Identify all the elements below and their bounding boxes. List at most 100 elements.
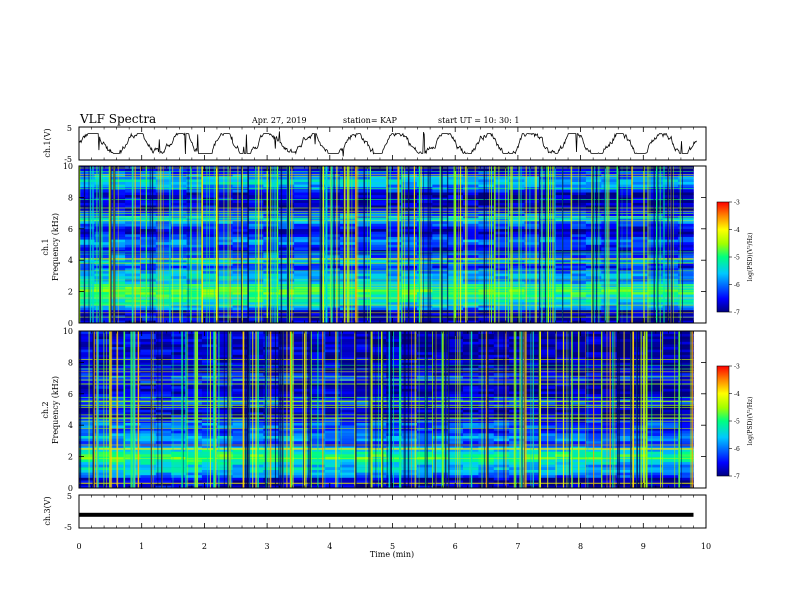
spectrogram-cell [601, 349, 617, 353]
spectrogram-cell [232, 171, 249, 175]
spectrogram-cell [432, 461, 448, 465]
spectrogram-cell [493, 399, 510, 402]
spectrogram-cell [401, 166, 418, 169]
spectrogram-cell [370, 341, 387, 345]
spectrogram-cell [509, 354, 525, 358]
spectrogram-cell [662, 461, 679, 465]
spectrogram-cell [678, 244, 694, 248]
spectrogram-cell [155, 414, 172, 418]
spectrogram-cell [94, 393, 111, 397]
spectrogram-cell [509, 422, 525, 426]
spectrogram-cell [647, 270, 664, 274]
spectrogram-cell [355, 383, 372, 387]
spectrogram-cell [632, 223, 648, 227]
spectrogram-cell [140, 336, 157, 340]
spectrogram-cell [125, 425, 141, 429]
spectrogram-cell [524, 275, 541, 279]
spectrogram-cell [463, 260, 479, 264]
spectrogram-cell [539, 260, 556, 264]
spectrogram-cell [539, 265, 556, 269]
spectrogram-cell [186, 192, 203, 196]
spectrogram-cell [662, 200, 679, 203]
spectrogram-cell [294, 168, 310, 172]
spectrogram-cell [186, 213, 203, 216]
spectrogram-cell [493, 464, 510, 468]
spectrogram-cell [509, 302, 525, 305]
spectrogram-cell [309, 380, 326, 384]
spectrogram-cell [340, 482, 356, 486]
spectrogram-cell [217, 385, 233, 389]
spectrogram-cell [432, 440, 448, 444]
spectrogram-cell [309, 359, 326, 363]
spectrogram-cell [94, 338, 111, 342]
spectrogram-cell [370, 234, 387, 237]
spectrogram-cell [186, 307, 203, 311]
spectrogram-cell [155, 482, 172, 486]
spectrogram-cell [432, 467, 448, 470]
spectrogram-cell [324, 417, 341, 421]
spectrogram-cell [616, 320, 633, 324]
spectrogram-cell [217, 312, 233, 316]
spectrogram-cell [294, 249, 310, 253]
spectrogram-cell [524, 176, 541, 180]
spectrogram-cell [601, 454, 617, 457]
spectrogram-cell [601, 396, 617, 400]
spectrogram-cell [201, 168, 218, 172]
spectrogram-cell [662, 346, 679, 350]
spectrogram-cell [355, 262, 372, 266]
spectrogram-cell [186, 317, 203, 321]
spectrogram-cell [678, 226, 694, 230]
spectrogram-cell [401, 433, 418, 436]
spectrogram-cell [201, 176, 218, 180]
spectrogram-cell [309, 414, 326, 418]
spectrogram-cell [678, 273, 694, 277]
spectrogram-cell [662, 315, 679, 318]
spectrogram-cell [632, 255, 648, 258]
spectrogram-cell [616, 260, 633, 264]
spectrogram-cell [217, 275, 233, 279]
spectrogram-cell [493, 417, 510, 421]
spectrogram-cell [278, 184, 295, 188]
spectrogram-cell [309, 234, 326, 237]
spectrogram-cell [278, 200, 295, 203]
spectrogram-cell [432, 359, 448, 363]
spectrogram-cell [493, 281, 510, 284]
spectrogram-cell [186, 244, 203, 248]
spectrogram-cell [186, 255, 203, 258]
spectrogram-cell [601, 365, 617, 368]
spectrogram-cell [232, 312, 249, 316]
spectrogram-cell [94, 341, 111, 345]
spectrogram-cell [171, 357, 187, 361]
spectrogram-cell [616, 236, 633, 240]
spectrogram-cell [201, 307, 218, 311]
spectrogram-cell [79, 359, 95, 363]
spectrogram-cell [140, 255, 157, 258]
spectrogram-cell [309, 179, 326, 182]
spectrogram-cell [94, 388, 111, 392]
spectrogram-cell [340, 349, 356, 353]
spectrogram-cell [417, 268, 433, 271]
spectrogram-cell [309, 249, 326, 253]
spectrogram-cell [109, 181, 126, 185]
spectrogram-cell [294, 456, 310, 460]
spectrogram-cell [140, 166, 157, 169]
spectrogram-cell [370, 448, 387, 452]
spectrogram-cell [386, 249, 402, 253]
spectrogram-cell [432, 401, 448, 405]
spectrogram-cell [355, 357, 372, 361]
spectrogram-cell [539, 173, 556, 177]
spectrogram-cell [463, 336, 479, 340]
spectrogram-cell [355, 336, 372, 340]
spectrogram-cell [294, 359, 310, 363]
spectrogram-cell [662, 341, 679, 345]
spectrogram-cell [493, 304, 510, 308]
spectrogram-cell [155, 341, 172, 345]
spectrogram-cell [370, 406, 387, 410]
spectrogram-cell [140, 469, 157, 473]
spectrogram-cell [662, 247, 679, 250]
spectrogram-cell [678, 459, 694, 463]
spectrogram-cell [493, 425, 510, 429]
spectrogram-cell [79, 304, 95, 308]
spectrogram-cell [509, 341, 525, 345]
spectrogram-cell [140, 228, 157, 232]
